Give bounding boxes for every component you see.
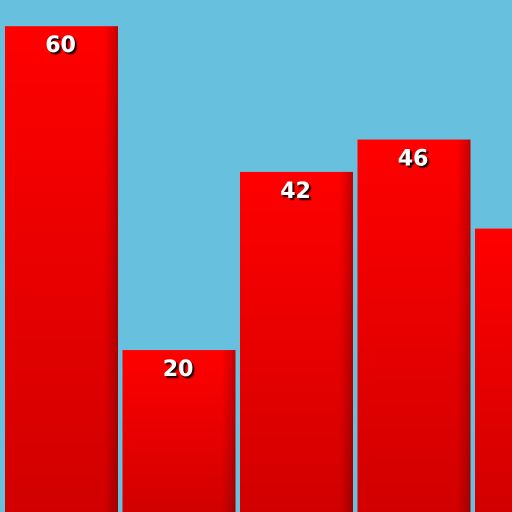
data-labels-layer: 60 20 42 46 <box>45 33 428 382</box>
bar-shade-1 <box>5 26 118 512</box>
data-label-4: 46 <box>398 147 429 172</box>
bar-group-3 <box>240 171 353 512</box>
bar-shade-3 <box>240 171 353 512</box>
data-label-2: 20 <box>163 357 194 382</box>
bar-shade-4 <box>357 139 471 512</box>
bar-group-2 <box>122 350 236 512</box>
bar-shade-2 <box>122 350 236 512</box>
bar-group-1 <box>5 26 118 512</box>
bar-shade-5 <box>475 228 512 512</box>
data-label-1: 60 <box>45 33 76 58</box>
bars-layer <box>5 26 512 512</box>
bar-group-5 <box>475 228 512 512</box>
data-label-3: 42 <box>280 179 311 204</box>
bar-group-4 <box>357 139 471 512</box>
